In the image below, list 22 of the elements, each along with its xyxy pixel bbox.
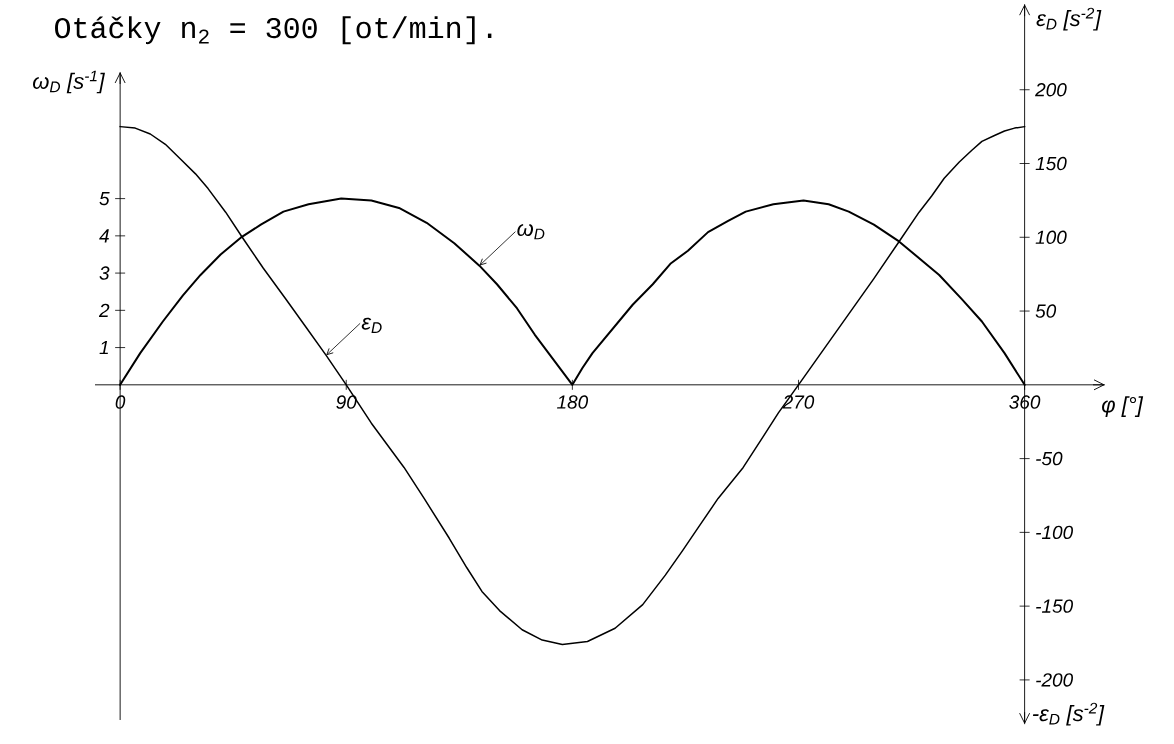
y-axis-title: ω$_{D}$ [s$^{-1}$]: [33, 70, 105, 94]
y2-tick-label: 150: [1035, 156, 1067, 171]
y2-axis-title: ε$_{D}$ [s$^{-2}$]: [1036, 7, 1102, 31]
y-tick-label: 4: [99, 229, 109, 243]
chart-title: Otáčky n$_{2}$ = 300 [ot/min].: [55, 16, 492, 45]
y2-tick-label: 100: [1035, 230, 1067, 245]
y-tick-label: 1: [99, 341, 108, 355]
y2-tick-label: -50: [1036, 451, 1063, 466]
x-tick-label: 90: [336, 395, 357, 409]
y2-tick-label: 200: [1035, 83, 1067, 97]
x-tick-label: 180: [557, 395, 589, 409]
y2-tick-label: -100: [1036, 525, 1073, 540]
annotation: -ε$_{D}$ [s$^{-2}$]: [1032, 702, 1105, 726]
text: ω$_{D}$: [517, 223, 545, 240]
y-tick-label: 2: [98, 303, 110, 317]
y2-tick-label: 50: [1035, 304, 1057, 318]
legend-label: ε$_{D}$: [361, 317, 382, 333]
y-tick-label: 3: [99, 266, 110, 280]
y-tick-label: 5: [99, 191, 110, 206]
y2-tick-label: -200: [1036, 673, 1073, 687]
y2-tick-label: -150: [1036, 599, 1073, 613]
x-axis-title: φ [°]: [1102, 396, 1144, 417]
